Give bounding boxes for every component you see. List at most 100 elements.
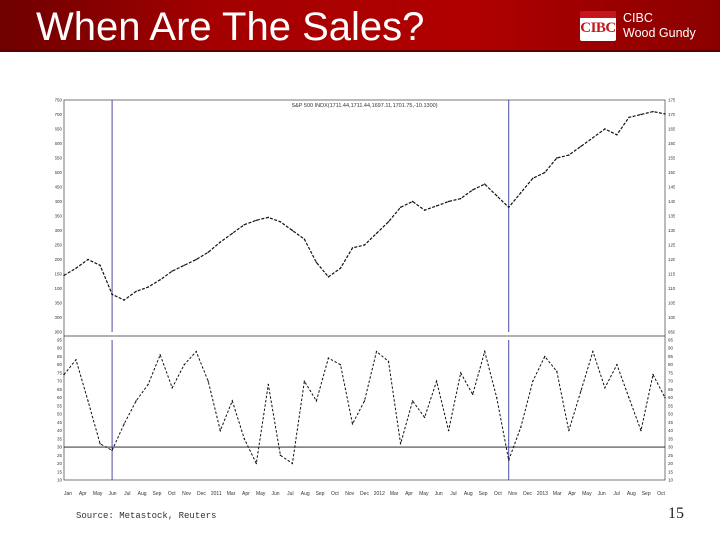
price-ytick-right: 1200 <box>668 257 675 262</box>
oscillator-point <box>532 380 534 382</box>
oscillator-point <box>111 449 113 452</box>
price-ytick-right: 1450 <box>668 185 675 190</box>
oscillator-point <box>363 400 366 402</box>
oscillator-ytick-right: 25 <box>668 453 674 458</box>
cibc-logo-line1: CIBC <box>623 11 653 25</box>
price-point <box>375 232 378 235</box>
x-tick-label: Mar <box>390 491 399 497</box>
oscillator-ytick-right: 70 <box>668 379 674 384</box>
x-tick-label: Nov <box>508 491 517 497</box>
oscillator-point <box>580 390 582 392</box>
oscillator-ytick-left: 15 <box>57 469 63 474</box>
x-tick-label: Dec <box>523 491 532 497</box>
price-point <box>231 232 233 235</box>
price-point <box>339 267 342 269</box>
price-ytick-right: 950 <box>668 330 675 335</box>
x-tick-label: Sep <box>316 491 325 497</box>
x-tick-label: Jun <box>272 491 280 497</box>
oscillator-point <box>447 429 450 432</box>
price-point <box>363 244 366 246</box>
price-point <box>243 224 245 226</box>
oscillator-ytick-left: 85 <box>57 354 63 359</box>
oscillator-point <box>568 429 570 432</box>
x-tick-label: Dec <box>360 491 369 497</box>
x-tick-label: 2011 <box>211 491 222 497</box>
price-ytick-left: 1650 <box>55 127 62 132</box>
oscillator-point <box>520 426 522 428</box>
oscillator-point <box>75 359 77 361</box>
oscillator-point <box>375 350 378 353</box>
price-ytick-left: 1750 <box>55 98 62 103</box>
oscillator-ytick-left: 75 <box>57 370 63 375</box>
oscillator-point <box>435 380 438 382</box>
chart-area: 1750175017001700165016501600160015501550… <box>52 90 679 500</box>
oscillator-ytick-right: 50 <box>668 412 674 417</box>
oscillator-ytick-right: 90 <box>668 346 674 351</box>
cibc-logo-bar <box>580 11 616 18</box>
oscillator-point <box>664 396 666 399</box>
oscillator-ytick-right: 55 <box>668 403 674 408</box>
x-tick-label: Jul <box>287 491 293 497</box>
oscillator-point <box>652 373 654 376</box>
oscillator-point <box>315 400 318 402</box>
x-tick-label: Jul <box>450 491 456 497</box>
x-tick-label: Jul <box>613 491 619 497</box>
x-tick-label: 2013 <box>537 491 548 497</box>
price-point <box>411 200 414 203</box>
oscillator-point <box>351 423 354 425</box>
price-title: S&P 500 INDX(1711.44,1711.44,1697.11,170… <box>291 103 437 109</box>
page-number: 15 <box>668 505 684 522</box>
oscillator-ytick-left: 30 <box>57 445 63 450</box>
x-tick-label: Jul <box>124 491 130 497</box>
oscillator-point <box>628 396 630 399</box>
slide-title: When Are The Sales? <box>36 5 425 49</box>
price-point <box>544 171 546 174</box>
price-point <box>123 299 125 301</box>
x-tick-label: Sep <box>152 491 161 497</box>
x-tick-label: Apr <box>405 491 413 497</box>
oscillator-point <box>303 380 306 382</box>
oscillator-point <box>544 355 546 358</box>
oscillator-point <box>484 350 486 353</box>
price-point <box>652 110 654 113</box>
x-tick-label: Aug <box>301 491 310 497</box>
oscillator-ytick-left: 35 <box>57 436 63 441</box>
oscillator-ytick-right: 40 <box>668 428 674 433</box>
oscillator-series-line <box>63 349 666 466</box>
price-point <box>484 183 486 185</box>
oscillator-point <box>255 462 258 465</box>
oscillator-point <box>387 360 390 363</box>
price-ytick-right: 1400 <box>668 199 675 204</box>
source-note: Source: Metastock, Reuters <box>76 511 217 521</box>
price-point <box>616 134 618 136</box>
price-point <box>556 157 558 159</box>
x-tick-label: Aug <box>464 491 473 497</box>
price-ytick-left: 1550 <box>55 156 62 161</box>
price-point <box>135 290 137 293</box>
x-tick-label: May <box>256 491 266 497</box>
price-ytick-right: 1550 <box>668 156 675 161</box>
price-point <box>351 247 354 249</box>
price-point <box>147 286 149 288</box>
oscillator-point <box>195 350 197 353</box>
x-tick-label: Nov <box>182 491 191 497</box>
oscillator-ytick-left: 10 <box>57 478 63 483</box>
x-tick-label: Dec <box>197 491 206 497</box>
oscillator-ytick-right: 80 <box>668 362 674 367</box>
price-point <box>532 177 534 179</box>
price-point <box>99 264 101 266</box>
oscillator-point <box>604 387 606 389</box>
oscillator-point <box>592 350 594 353</box>
x-tick-label: Oct <box>494 491 502 497</box>
cibc-logo-line2: Wood Gundy <box>623 26 696 40</box>
x-tick-label: May <box>93 491 103 497</box>
oscillator-ytick-left: 95 <box>57 338 63 343</box>
x-tick-label: 2012 <box>374 491 385 497</box>
oscillator-ytick-right: 65 <box>668 387 674 392</box>
price-ytick-left: 1300 <box>55 228 62 233</box>
price-point <box>327 276 330 278</box>
oscillator-point <box>279 454 282 456</box>
price-point <box>183 264 185 266</box>
price-point <box>520 192 522 194</box>
